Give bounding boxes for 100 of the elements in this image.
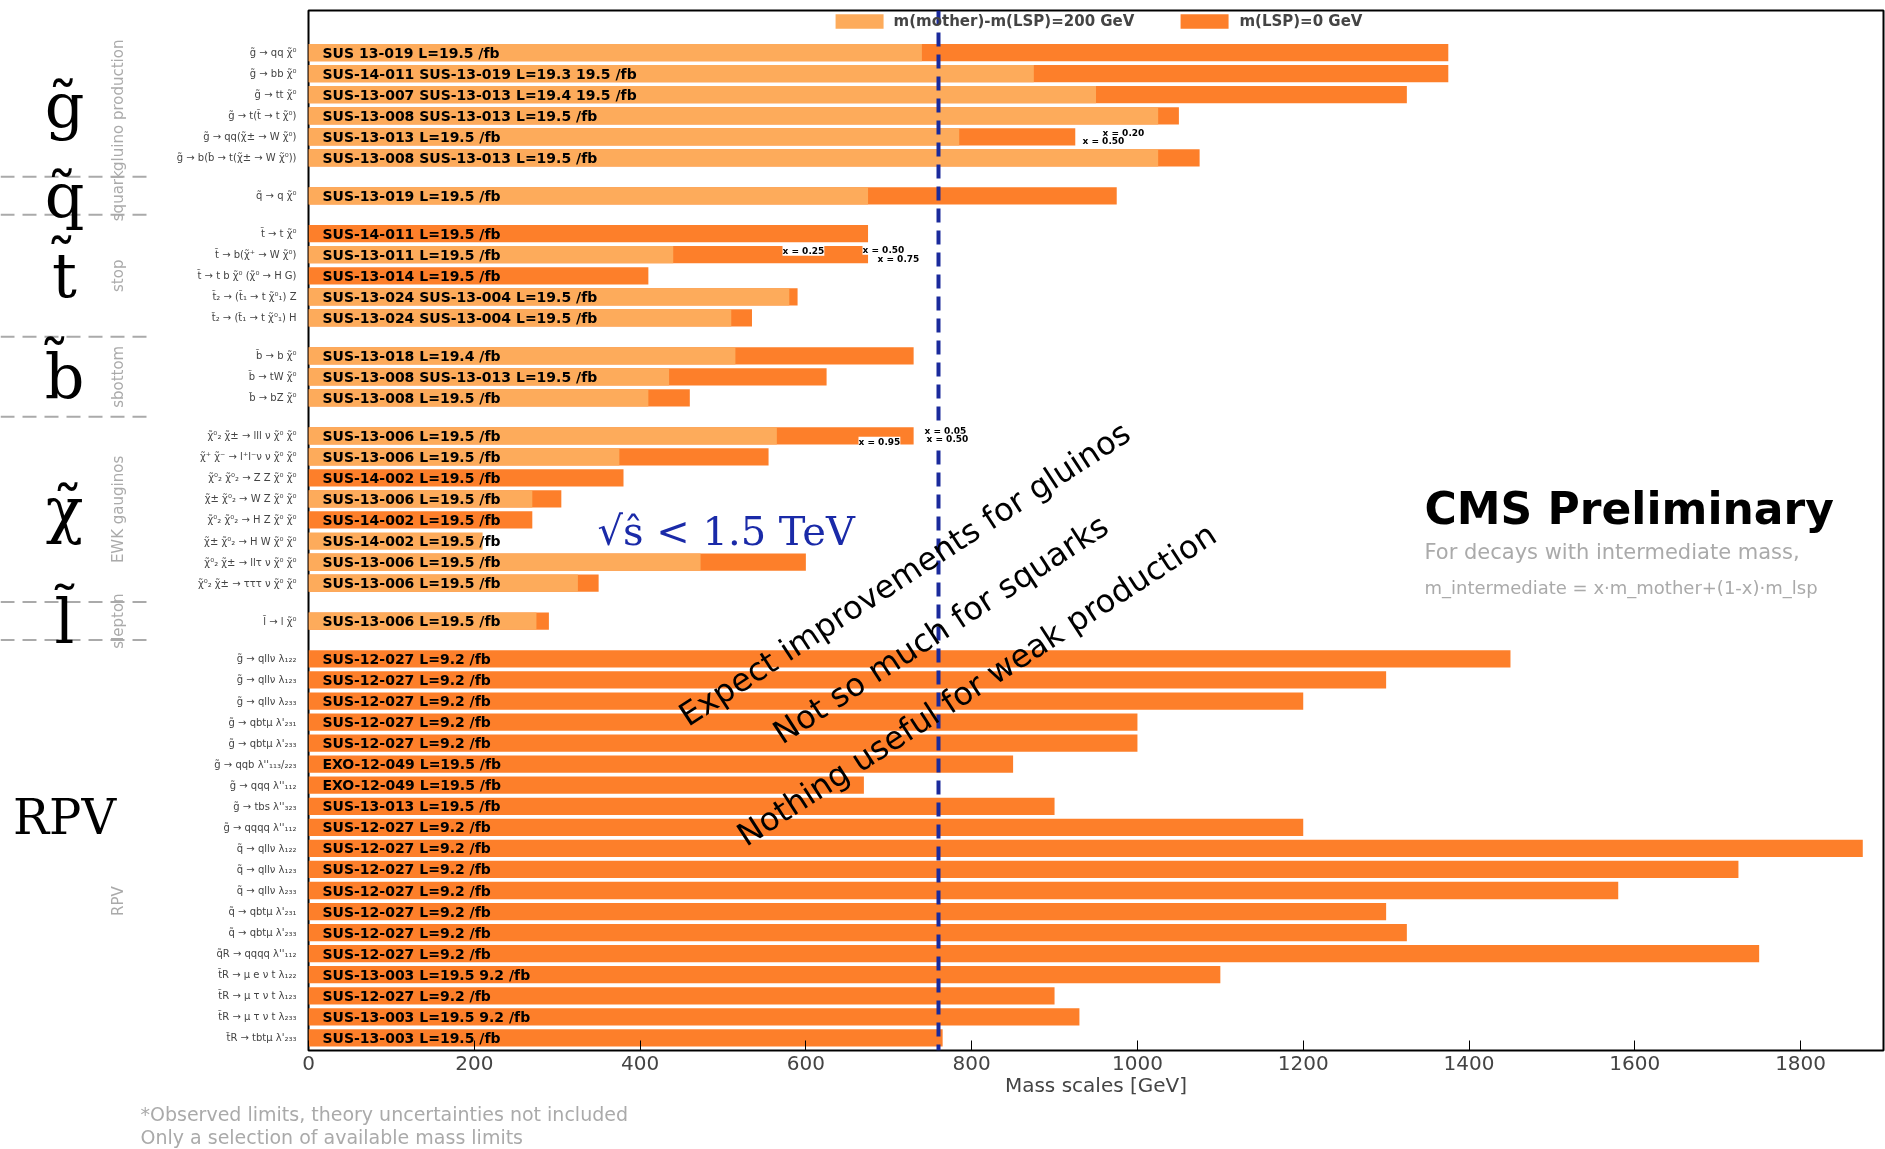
annotation: x = 0.25: [782, 245, 825, 256]
x-tick-label: 800: [952, 1050, 991, 1075]
y-tick-label: g̃ → b(b̃ → t(χ̃± → W χ̃⁰)): [176, 151, 297, 164]
y-tick-label: g̃ → qllν λ₂₃₃: [236, 695, 297, 707]
x-tick-label: 600: [786, 1050, 825, 1075]
annotation: SUS-12-027 L=9.2 /fb: [322, 882, 491, 899]
text: EWK gauginos: [108, 455, 127, 564]
annotation: SUS-13-013 L=19.5 /fb: [322, 128, 501, 145]
annotation: SUS-12-027 L=9.2 /fb: [322, 735, 491, 752]
annotation: SUS-13-008 L=19.5 /fb: [322, 389, 501, 406]
y-tick-label: b̃ → bZ χ̃⁰: [248, 391, 297, 404]
y-tick-label: g̃ → qq(χ̃± → W χ̃⁰): [203, 131, 297, 143]
annotation: SUS 13-019 L=19.5 /fb: [322, 44, 500, 61]
y-tick-label: g̃ → qbtμ λ'₂₃₃: [228, 737, 297, 749]
y-tick-label: b̃ → b χ̃⁰: [254, 349, 297, 362]
y-tick-label: g̃ → qbtμ λ'₂₃₁: [228, 716, 297, 728]
text: χ̃: [45, 472, 84, 546]
annotation: SUS-14-002 L=19.5 /fb: [322, 469, 501, 486]
annotation: x = 0.05: [924, 425, 967, 436]
text: RPV: [12, 788, 118, 845]
y-tick-label: χ̃⁰₂ χ̃⁰₂ → Z Z χ̃⁰ χ̃⁰: [208, 472, 297, 484]
y-tick-label: l̃ → l χ̃⁰: [262, 614, 297, 627]
x-tick-label: 400: [620, 1050, 660, 1075]
y-tick-label: q̃ → qllν λ₁₂₃: [236, 863, 297, 875]
x-tick-label: 1000: [1112, 1050, 1163, 1075]
annotation: SUS-13-011 L=19.5 /fb: [322, 246, 501, 263]
y-tick-label: t̃ → t χ̃⁰: [259, 227, 297, 240]
annotation: SUS-13-003 L=19.5 9.2 /fb: [322, 966, 531, 983]
annotation: x = 0.95: [858, 436, 901, 447]
annotation: SUS-12-027 L=9.2 /fb: [322, 924, 491, 941]
annotation: SUS-13-003 L=19.5 /fb: [322, 1029, 501, 1046]
y-tick-label: t̃R → μ e ν t λ₁₂₂: [217, 968, 297, 981]
annotation: SUS-13-006 L=19.5 /fb: [322, 554, 501, 571]
annotation: x = 0.20: [1102, 127, 1145, 138]
y-tick-label: t̃₂ → (t̃₁ → t χ̃⁰₁) H: [210, 311, 297, 324]
annotation: SUS-12-027 L=9.2 /fb: [322, 671, 491, 688]
annotation: SUS-12-027 L=9.2 /fb: [322, 650, 491, 667]
annotation: SUS-12-027 L=9.2 /fb: [322, 861, 491, 878]
y-tick-label: q̃R → qqqq λ''₁₁₂: [216, 948, 297, 960]
y-tick-label: χ̃⁰₂ χ̃± → lll ν χ̃⁰ χ̃⁰: [207, 430, 297, 442]
annotation: SUS-12-027 L=9.2 /fb: [322, 819, 491, 836]
annotation: x = 0.50: [926, 433, 969, 444]
annotation: EXO-12-049 L=19.5 /fb: [322, 756, 502, 773]
annotation: SUS-13-013 L=19.5 /fb: [322, 798, 501, 815]
annotation: SUS-13-008 SUS-13-013 L=19.5 /fb: [322, 107, 598, 124]
y-tick-label: g̃ → qqq λ''₁₁₂: [229, 779, 297, 791]
annotation: SUS-14-011 L=19.5 /fb: [322, 225, 501, 242]
y-tick-label: g̃ → t(t̃ → t χ̃⁰): [228, 109, 297, 122]
annotation: x = 0.50: [862, 244, 905, 255]
text: stop: [108, 259, 127, 292]
annotation: SUS-13-019 L=19.5 /fb: [322, 187, 501, 204]
annotation: SUS-13-018 L=19.4 /fb: [322, 347, 501, 364]
y-tick-label: g̃ → qqb λ''₁₁₃/₂₂₃: [214, 758, 297, 770]
legend-label: m(LSP)=0 GeV: [1239, 12, 1363, 30]
y-tick-label: t̃ → b(χ̃⁺ → W χ̃⁰): [213, 248, 297, 261]
annotation: SUS-12-027 L=9.2 /fb: [322, 840, 491, 857]
x-tick-label: 1200: [1277, 1050, 1329, 1075]
text: b̃: [44, 335, 85, 414]
annotation: SUS-13-008 SUS-13-013 L=19.5 /fb: [322, 368, 598, 385]
y-tick-label: b̃ → tW χ̃⁰: [247, 370, 297, 383]
y-tick-label: t̃R → μ τ ν t λ₂₃₃: [217, 1010, 297, 1023]
y-tick-label: g̃ → tbs λ''₃₂₃: [233, 800, 297, 812]
y-tick-label: t̃R → μ τ ν t λ₁₂₃: [217, 989, 297, 1002]
annotation: SUS-13-006 L=19.5 /fb: [322, 613, 501, 630]
text: gluino production: [108, 39, 127, 171]
y-tick-label: q̃ → qllν λ₂₃₃: [236, 885, 297, 896]
annotation: SUS-13-008 SUS-13-013 L=19.5 /fb: [322, 149, 598, 166]
text: q̃: [44, 159, 85, 233]
annotation: SUS-12-027 L=9.2 /fb: [322, 987, 491, 1004]
y-tick-label: t̃R → tbtμ λ'₂₃₃: [225, 1031, 297, 1044]
y-tick-label: χ̃± χ̃⁰₂ → W Z χ̃⁰ χ̃⁰: [204, 493, 297, 505]
text: t̃: [51, 234, 78, 313]
annotation: SUS-13-014 L=19.5 /fb: [322, 267, 501, 284]
annotation: SUS-13-024 SUS-13-004 L=19.5 /fb: [322, 288, 598, 305]
y-tick-label: q̃ → qbtμ λ'₂₃₁: [228, 906, 297, 918]
annotation: SUS-13-006 L=19.5 /fb: [322, 427, 501, 444]
y-tick-label: g̃ → qllν λ₁₂₂: [236, 653, 297, 665]
annotation: SUS-12-027 L=9.2 /fb: [322, 714, 491, 731]
text: RPV: [108, 885, 127, 916]
annotation: SUS-13-007 SUS-13-013 L=19.4 19.5 /fb: [322, 86, 637, 103]
y-tick-label: g̃ → qq χ̃⁰: [249, 47, 297, 59]
annotation: SUS-13-003 L=19.5 9.2 /fb: [322, 1008, 531, 1025]
x-axis-title: Mass scales [GeV]: [1004, 1072, 1188, 1097]
annotation: x = 0.75: [877, 253, 920, 264]
annotation: x = 0.50: [1082, 135, 1125, 146]
y-tick-label: q̃ → qllν λ₁₂₂: [236, 842, 297, 854]
annotation: m_intermediate = x·m_mother+(1-x)·m_lsp: [1424, 576, 1818, 599]
y-tick-label: χ̃± χ̃⁰₂ → H W χ̃⁰ χ̃⁰: [204, 535, 297, 547]
y-tick-label: χ̃⁺ χ̃⁻ → l⁺l⁻ν ν χ̃⁰ χ̃⁰: [200, 451, 297, 463]
y-tick-label: g̃ → qllν λ₁₂₃: [236, 674, 297, 686]
y-tick-label: g̃ → tt χ̃⁰: [254, 89, 297, 101]
text: l̃: [54, 583, 76, 658]
x-tick-label: 1800: [1775, 1050, 1827, 1075]
annotation: CMS Preliminary: [1424, 483, 1834, 535]
annotation: SUS-12-027 L=9.2 /fb: [322, 693, 491, 710]
annotation: SUS-13-006 L=19.5 /fb: [322, 448, 501, 465]
x-tick-label: 1400: [1443, 1050, 1495, 1075]
annotation: SUS-12-027 L=9.2 /fb: [322, 945, 491, 962]
y-tick-label: g̃ → qqqq λ''₁₁₂: [223, 821, 297, 833]
y-tick-label: q̃ → qbtμ λ'₂₃₃: [228, 927, 297, 939]
